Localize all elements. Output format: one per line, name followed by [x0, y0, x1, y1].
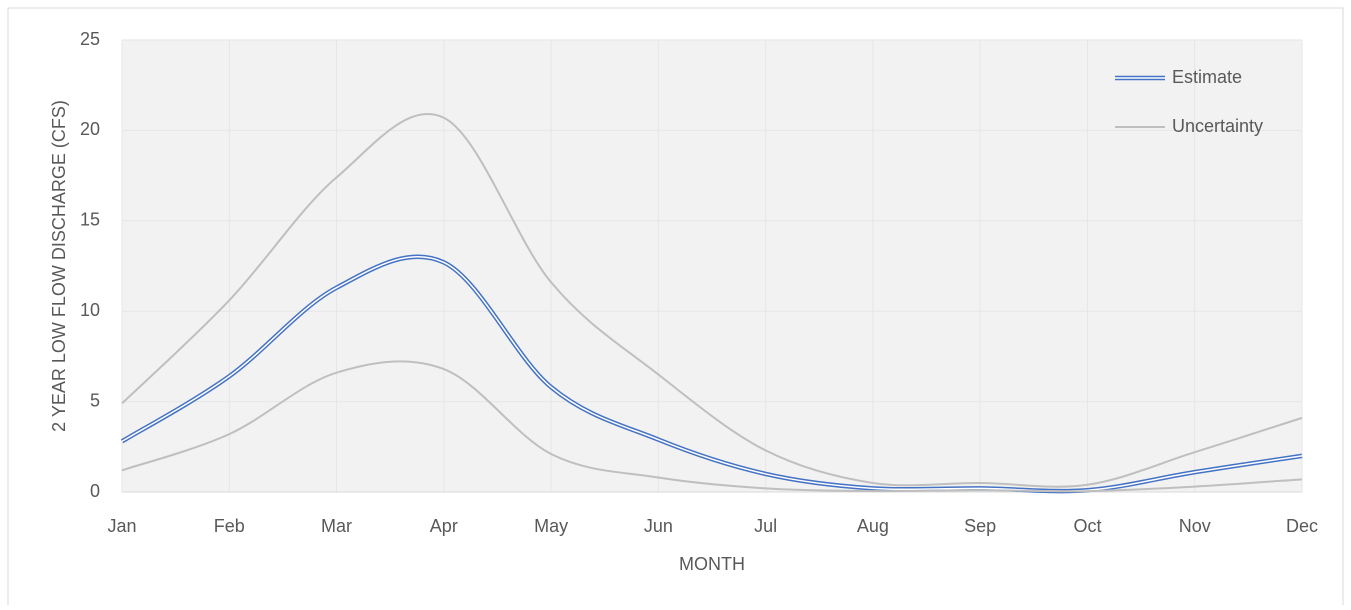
y-axis-label: 2 YEAR LOW FLOW DISCHARGE (CFS)	[49, 100, 69, 432]
y-tick-label: 25	[80, 29, 100, 49]
y-tick-label: 10	[80, 300, 100, 320]
x-tick-label: Aug	[857, 516, 889, 536]
y-tick-label: 15	[80, 210, 100, 230]
x-tick-label: Jul	[754, 516, 777, 536]
uncertainty-line	[121, 112, 1303, 488]
x-axis-label: MONTH	[679, 554, 745, 574]
x-tick-label: Nov	[1179, 516, 1211, 536]
x-tick-label: Dec	[1286, 516, 1318, 536]
plot-area	[122, 40, 1302, 492]
x-tick-label: Apr	[430, 516, 458, 536]
x-tick-label: Jan	[107, 516, 136, 536]
uncertainty-line	[121, 360, 1303, 493]
y-tick-label: 20	[80, 119, 100, 139]
x-tick-label: May	[534, 516, 568, 536]
x-tick-label: Mar	[321, 516, 352, 536]
x-tick-label: Sep	[964, 516, 996, 536]
y-tick-label: 0	[90, 481, 100, 501]
x-tick-label: Feb	[214, 516, 245, 536]
x-tick-label: Jun	[644, 516, 673, 536]
x-tick-label: Oct	[1073, 516, 1101, 536]
y-tick-label: 5	[90, 390, 100, 410]
legend-label: Estimate	[1172, 67, 1242, 87]
legend-label: Uncertainty	[1172, 116, 1263, 136]
